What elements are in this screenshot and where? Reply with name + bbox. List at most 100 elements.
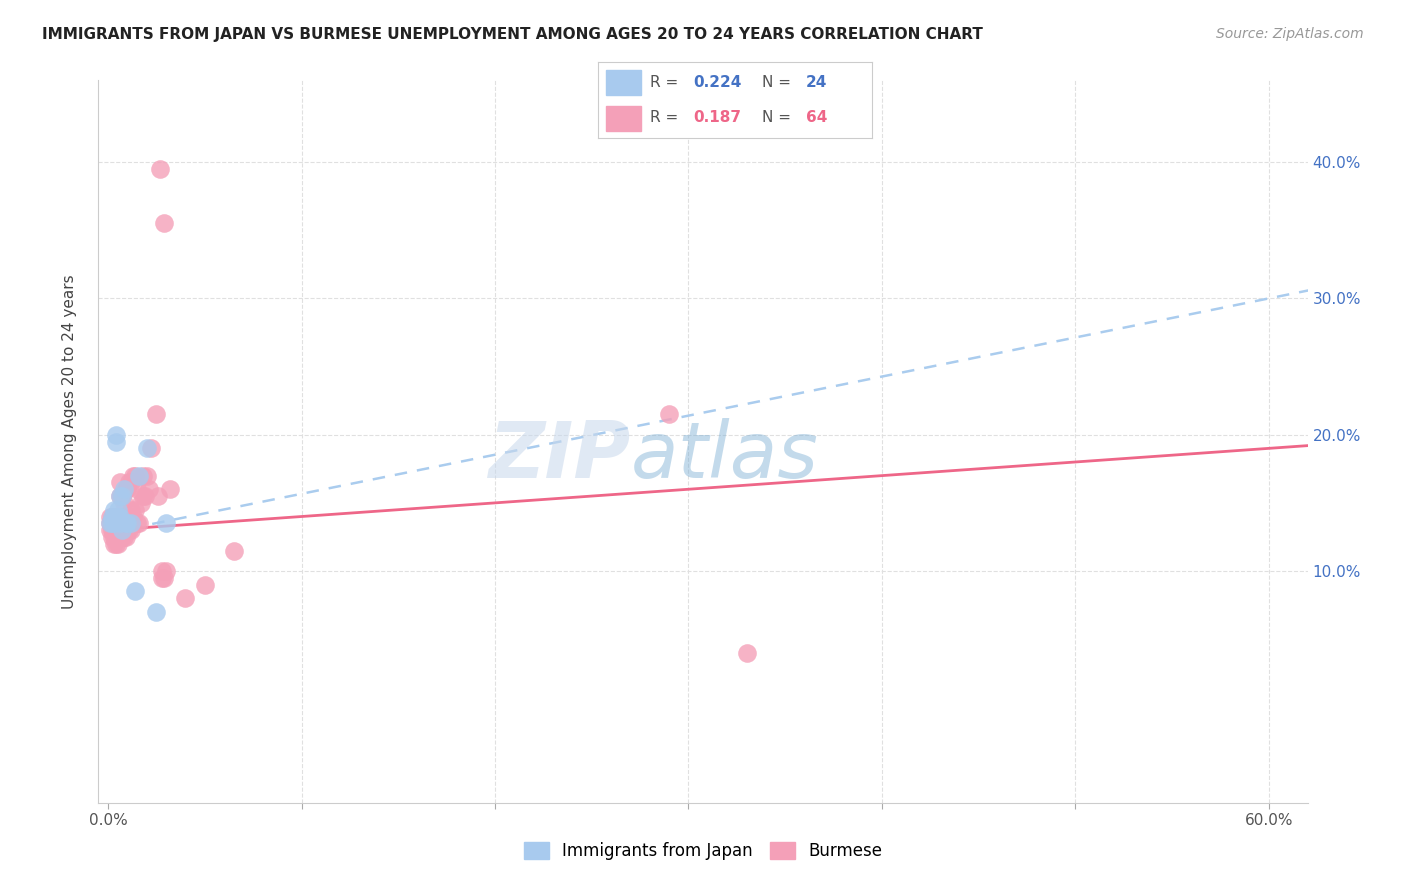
Point — [134, 489, 156, 503]
Point — [117, 509, 139, 524]
Point — [118, 475, 141, 490]
Point — [118, 509, 141, 524]
Point — [114, 530, 136, 544]
Point — [112, 496, 135, 510]
Point — [107, 502, 129, 516]
Point — [112, 516, 135, 531]
Point — [107, 523, 129, 537]
Point — [101, 509, 124, 524]
Text: atlas: atlas — [630, 418, 818, 494]
Point — [104, 530, 127, 544]
Text: 24: 24 — [806, 75, 827, 90]
Point — [128, 516, 150, 531]
Point — [103, 516, 125, 531]
Point — [153, 571, 176, 585]
Point — [111, 489, 134, 503]
Point — [153, 216, 176, 230]
Point — [108, 489, 131, 503]
Point — [138, 482, 160, 496]
Point — [104, 516, 127, 531]
Point — [103, 509, 125, 524]
Point — [117, 482, 139, 496]
Point — [145, 407, 167, 421]
Point — [103, 516, 125, 531]
Point — [104, 427, 127, 442]
Point — [159, 482, 181, 496]
Point — [98, 516, 121, 531]
Point — [101, 530, 124, 544]
Text: N =: N = — [762, 111, 792, 125]
Point — [155, 564, 177, 578]
Text: Source: ZipAtlas.com: Source: ZipAtlas.com — [1216, 27, 1364, 41]
Point — [120, 475, 142, 490]
Point — [117, 516, 139, 531]
Point — [103, 530, 125, 544]
Point — [98, 523, 121, 537]
Point — [120, 502, 142, 516]
Text: N =: N = — [762, 75, 792, 90]
Text: IMMIGRANTS FROM JAPAN VS BURMESE UNEMPLOYMENT AMONG AGES 20 TO 24 YEARS CORRELAT: IMMIGRANTS FROM JAPAN VS BURMESE UNEMPLO… — [42, 27, 983, 42]
Text: 0.187: 0.187 — [693, 111, 741, 125]
Text: ZIP: ZIP — [488, 418, 630, 494]
Point — [112, 530, 135, 544]
Point — [104, 537, 127, 551]
Point — [122, 468, 145, 483]
Point — [98, 516, 121, 531]
Point — [104, 434, 127, 449]
Point — [101, 523, 124, 537]
Point — [103, 509, 125, 524]
Point — [107, 509, 129, 524]
Point — [145, 605, 167, 619]
Point — [174, 591, 197, 606]
Point — [120, 523, 142, 537]
Text: 0.224: 0.224 — [693, 75, 742, 90]
Point — [114, 516, 136, 531]
Point — [150, 564, 173, 578]
Point — [118, 523, 141, 537]
Text: R =: R = — [650, 75, 678, 90]
Point — [127, 516, 149, 531]
Point — [114, 482, 136, 496]
Point — [148, 489, 170, 503]
Point — [108, 509, 131, 524]
Point — [108, 516, 131, 531]
Point — [108, 509, 131, 524]
Point — [658, 407, 681, 421]
Point — [111, 530, 134, 544]
Point — [124, 502, 146, 516]
Point — [98, 509, 121, 524]
Point — [155, 516, 177, 531]
Point — [101, 516, 124, 531]
Point — [150, 571, 173, 585]
Point — [120, 516, 142, 531]
Point — [735, 646, 758, 660]
Text: 64: 64 — [806, 111, 827, 125]
Legend: Immigrants from Japan, Burmese: Immigrants from Japan, Burmese — [517, 835, 889, 867]
Point — [124, 584, 146, 599]
Point — [127, 482, 149, 496]
Bar — [606, 70, 641, 95]
Point — [111, 523, 134, 537]
Point — [108, 523, 131, 537]
Text: R =: R = — [650, 111, 678, 125]
Point — [114, 516, 136, 531]
Point — [149, 161, 172, 176]
Point — [128, 468, 150, 483]
Point — [117, 523, 139, 537]
Point — [108, 475, 131, 490]
Point — [129, 496, 152, 510]
Point — [132, 489, 155, 503]
Point — [103, 502, 125, 516]
Point — [111, 489, 134, 503]
Point — [112, 482, 135, 496]
Point — [135, 468, 157, 483]
Point — [107, 537, 129, 551]
Point — [111, 516, 134, 531]
Point — [101, 509, 124, 524]
Point — [108, 489, 131, 503]
Point — [194, 577, 217, 591]
Y-axis label: Unemployment Among Ages 20 to 24 years: Unemployment Among Ages 20 to 24 years — [62, 274, 77, 609]
Point — [103, 537, 125, 551]
Point — [124, 468, 146, 483]
Point — [222, 543, 245, 558]
